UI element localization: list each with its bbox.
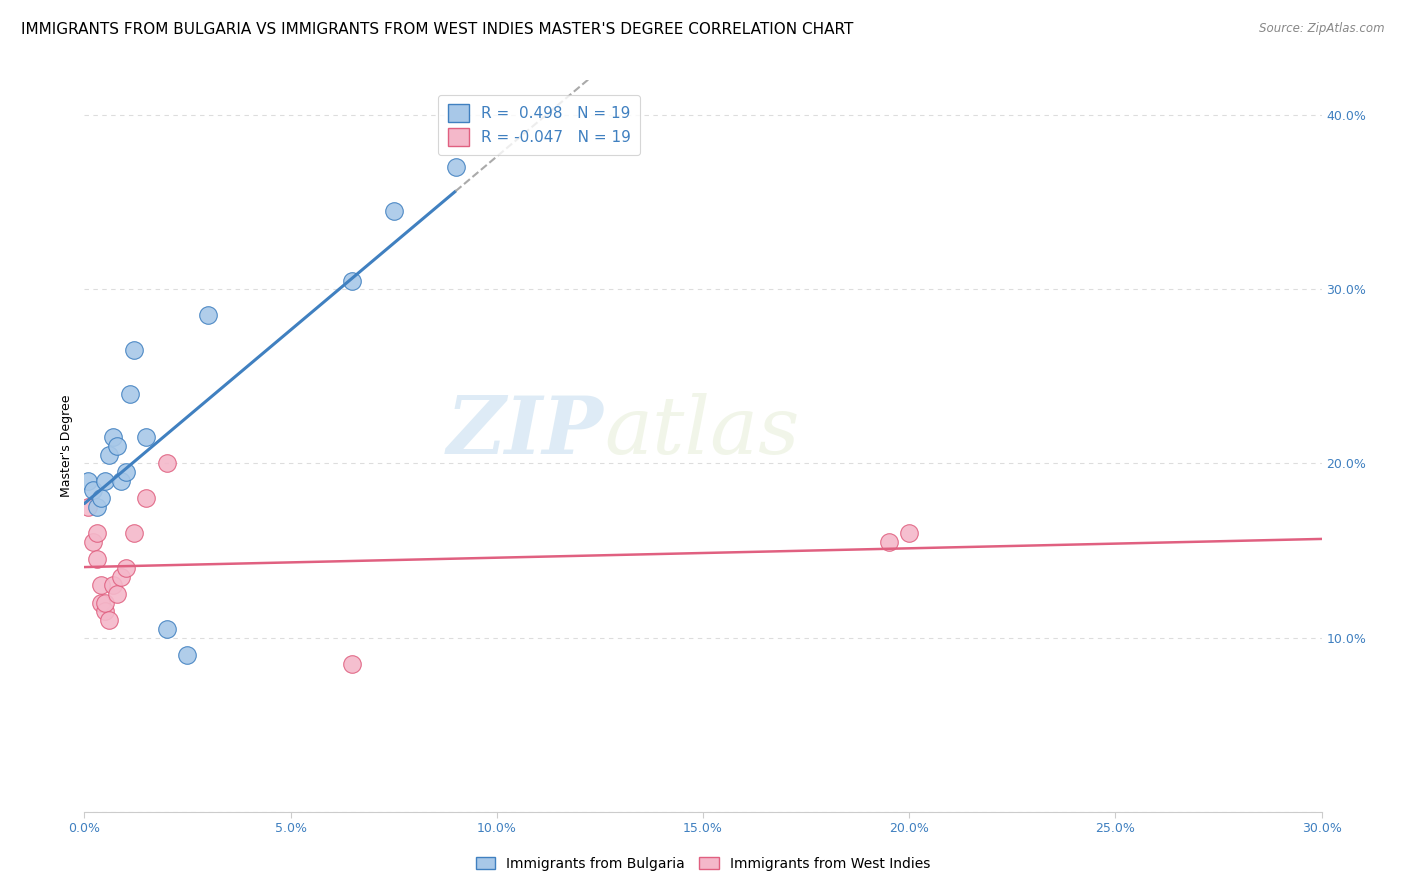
Point bbox=[114, 465, 136, 479]
Text: atlas: atlas bbox=[605, 392, 800, 470]
Point bbox=[103, 578, 125, 592]
Point bbox=[77, 500, 100, 514]
Point bbox=[135, 491, 157, 506]
Point bbox=[156, 457, 179, 471]
Point bbox=[98, 613, 121, 627]
Point bbox=[86, 526, 108, 541]
Point bbox=[103, 430, 125, 444]
Point bbox=[114, 561, 136, 575]
Point bbox=[90, 578, 112, 592]
Point bbox=[94, 596, 117, 610]
Legend: Immigrants from Bulgaria, Immigrants from West Indies: Immigrants from Bulgaria, Immigrants fro… bbox=[471, 851, 935, 876]
Point bbox=[86, 552, 108, 566]
Point bbox=[110, 474, 132, 488]
Point bbox=[82, 483, 104, 497]
Point bbox=[122, 343, 145, 358]
Text: Source: ZipAtlas.com: Source: ZipAtlas.com bbox=[1260, 22, 1385, 36]
Point bbox=[94, 604, 117, 618]
Point bbox=[86, 500, 108, 514]
Legend: R =  0.498   N = 19, R = -0.047   N = 19: R = 0.498 N = 19, R = -0.047 N = 19 bbox=[439, 95, 640, 155]
Point bbox=[105, 439, 128, 453]
Point bbox=[135, 430, 157, 444]
Point bbox=[156, 622, 179, 636]
Point bbox=[118, 386, 141, 401]
Point bbox=[82, 534, 104, 549]
Point bbox=[105, 587, 128, 601]
Point bbox=[98, 448, 121, 462]
Point bbox=[342, 657, 364, 671]
Point bbox=[898, 526, 921, 541]
Point bbox=[382, 203, 405, 218]
Point bbox=[342, 274, 364, 288]
Point bbox=[94, 474, 117, 488]
Point bbox=[877, 534, 900, 549]
Point bbox=[110, 569, 132, 583]
Text: ZIP: ZIP bbox=[447, 392, 605, 470]
Text: IMMIGRANTS FROM BULGARIA VS IMMIGRANTS FROM WEST INDIES MASTER'S DEGREE CORRELAT: IMMIGRANTS FROM BULGARIA VS IMMIGRANTS F… bbox=[21, 22, 853, 37]
Point bbox=[90, 596, 112, 610]
Point bbox=[444, 161, 467, 175]
Point bbox=[176, 648, 198, 662]
Point bbox=[197, 309, 219, 323]
Y-axis label: Master's Degree: Master's Degree bbox=[59, 395, 73, 497]
Point bbox=[77, 474, 100, 488]
Point bbox=[90, 491, 112, 506]
Point bbox=[122, 526, 145, 541]
